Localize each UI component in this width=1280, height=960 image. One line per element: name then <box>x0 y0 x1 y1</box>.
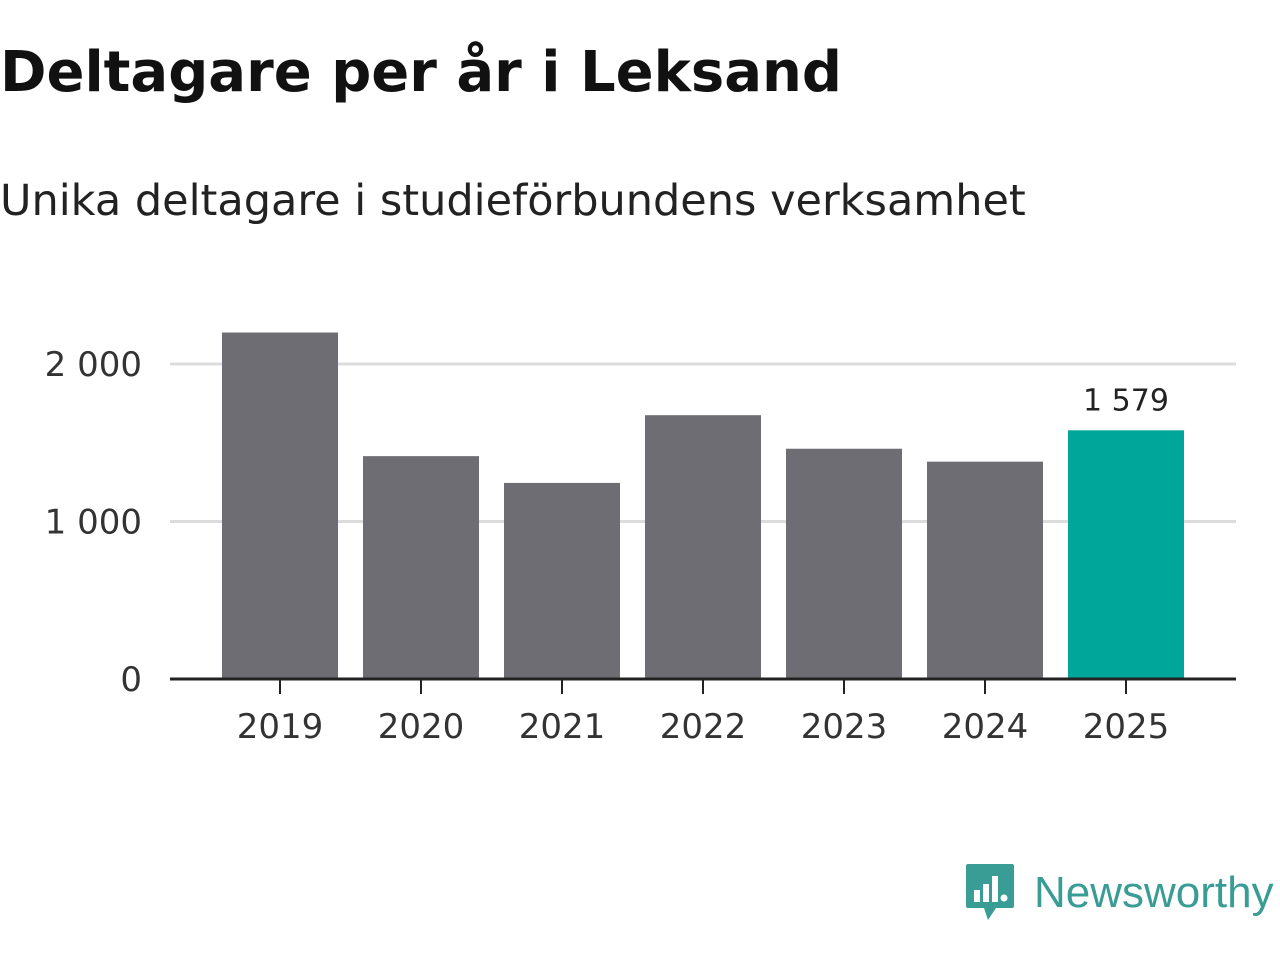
bars <box>222 332 1184 679</box>
x-tick-label: 2019 <box>237 707 324 747</box>
bar-2023 <box>786 448 902 679</box>
chart-title: Deltagare per år i Leksand <box>0 40 842 105</box>
bar-2024 <box>927 461 1043 679</box>
x-axis <box>170 677 1236 694</box>
labels: 0 1 000 2 000 2019 2020 2021 2022 2023 2024 2025 1… <box>45 345 1170 747</box>
bar-2019 <box>222 332 338 679</box>
y-tick-label: 0 <box>120 660 142 700</box>
x-tick-label: 2024 <box>942 707 1029 747</box>
brand-logo: Newsworthy <box>964 862 1274 924</box>
x-tick-label: 2020 <box>378 707 465 747</box>
data-label: 1 579 <box>1083 383 1169 418</box>
x-tick-label: 2022 <box>660 707 747 747</box>
bar-2020 <box>363 456 479 679</box>
newsworthy-logo-icon <box>966 864 1014 920</box>
chart-subtitle: Unika deltagare i studieförbundens verks… <box>0 176 1026 226</box>
y-tick-label: 1 000 <box>45 503 142 543</box>
x-tick-label: 2023 <box>801 707 888 747</box>
y-tick-label: 2 000 <box>45 345 142 385</box>
x-tick-label: 2021 <box>519 707 606 747</box>
x-tick-label: 2025 <box>1083 707 1170 747</box>
bar-2025 <box>1068 430 1184 679</box>
bar-2022 <box>645 415 761 679</box>
brand-name: Newsworthy <box>1034 868 1274 917</box>
bar-2021 <box>504 482 620 679</box>
